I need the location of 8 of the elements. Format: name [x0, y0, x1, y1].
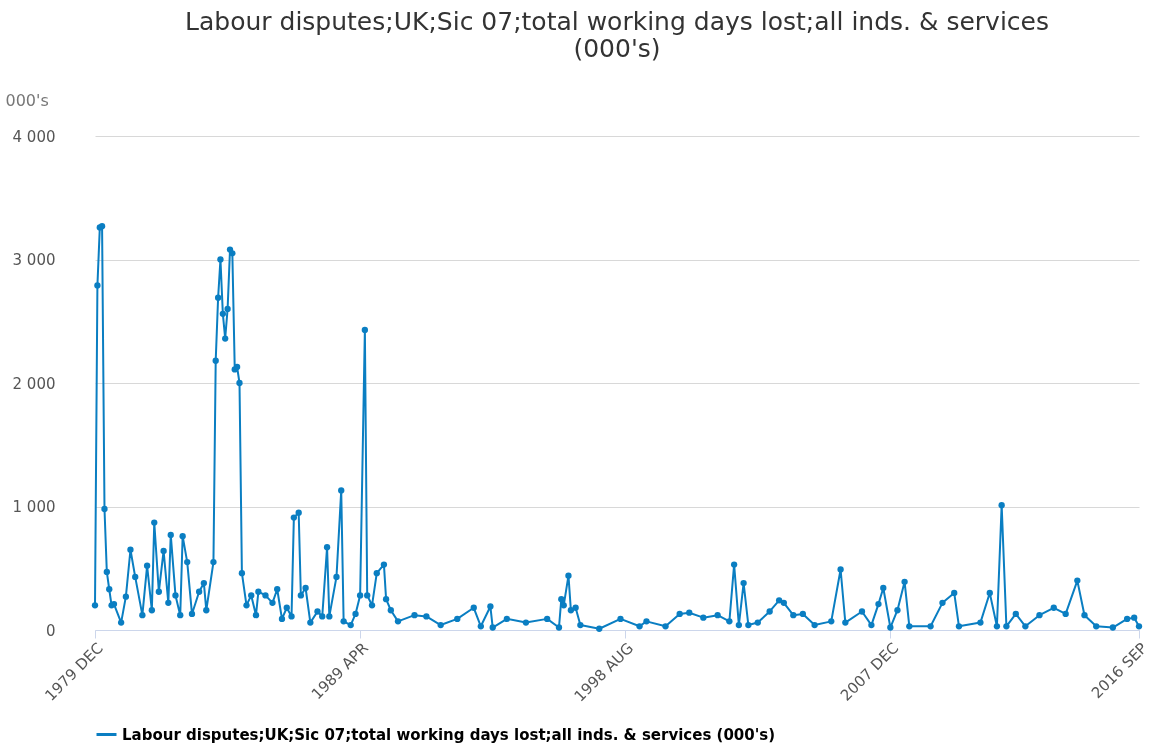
y-tick-label: 3 000 [12, 251, 56, 269]
chart-title: Labour disputes;UK;Sic 07;total working days lost;all inds. & services (000's) [185, 7, 1049, 63]
y-tick-label: 1 000 [12, 498, 56, 516]
legend-label: Labour disputes;UK;Sic 07;total working days lost;all inds. & services (000's) [122, 725, 776, 744]
y-tick-label: 4 000 [12, 127, 56, 146]
y-axis-title: 000's [5, 90, 49, 110]
y-tick-label: 2 000 [12, 374, 56, 393]
y-tick-label: 0 [45, 621, 56, 640]
